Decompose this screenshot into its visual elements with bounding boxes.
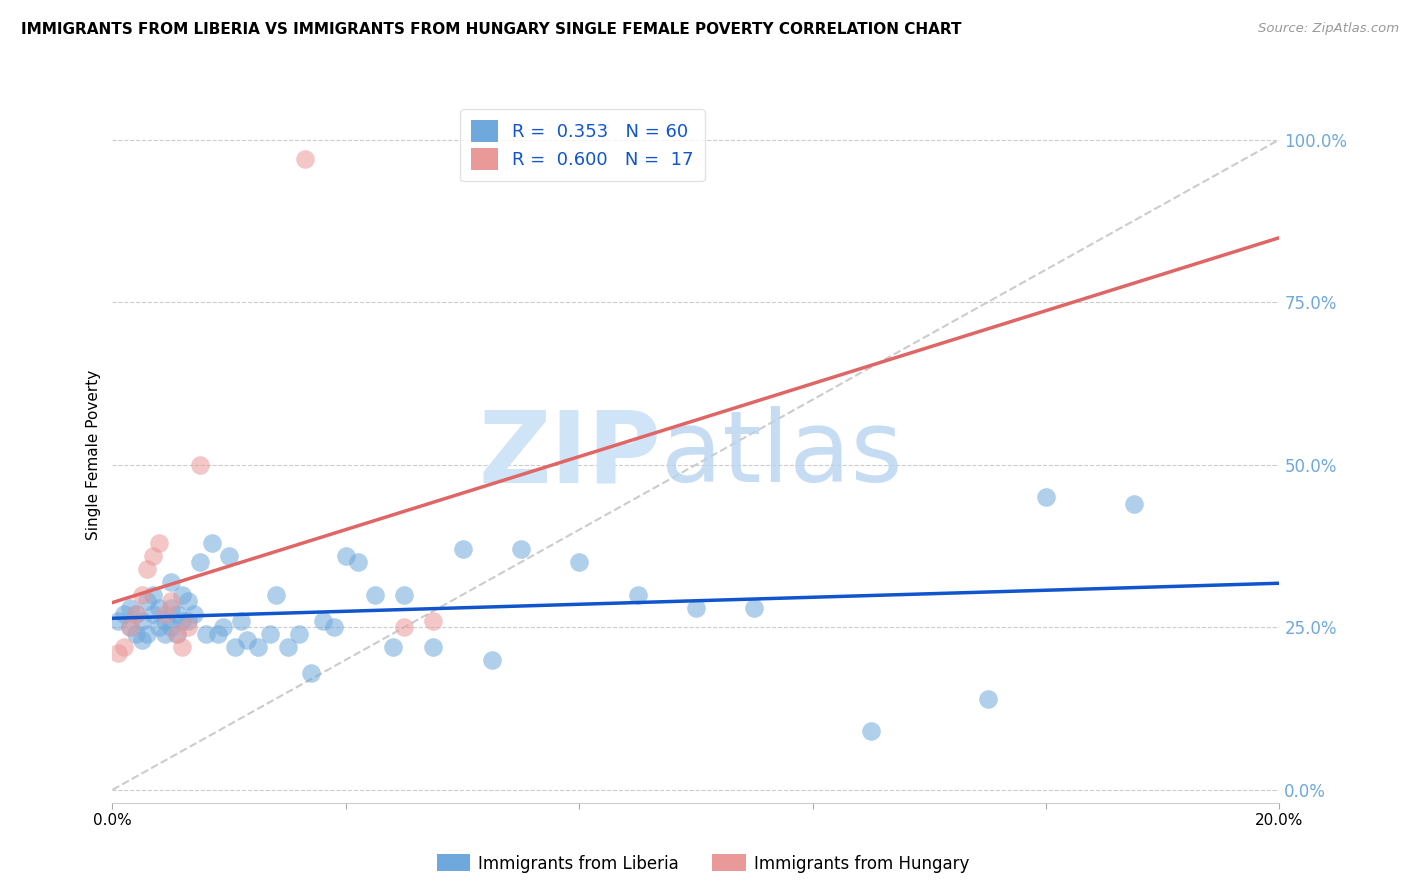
Point <box>142 607 165 622</box>
Point <box>288 626 311 640</box>
Point <box>299 665 322 680</box>
Point <box>311 614 333 628</box>
Point <box>1035 490 1057 504</box>
Point <box>422 614 444 628</box>
Point <box>131 588 153 602</box>
Point <box>509 542 531 557</box>
Point <box>148 620 170 634</box>
Point <box>323 620 346 634</box>
Point <box>172 614 194 628</box>
Point <box>188 458 211 472</box>
Point <box>118 620 141 634</box>
Point <box>118 620 141 634</box>
Point <box>160 600 183 615</box>
Point <box>381 640 404 654</box>
Point <box>166 626 188 640</box>
Point <box>125 607 148 622</box>
Point <box>422 640 444 654</box>
Point <box>976 691 998 706</box>
Point <box>131 614 153 628</box>
Point <box>177 594 200 608</box>
Point <box>218 549 240 563</box>
Point <box>859 724 883 739</box>
Text: Source: ZipAtlas.com: Source: ZipAtlas.com <box>1258 22 1399 36</box>
Point <box>136 626 159 640</box>
Point <box>392 620 416 634</box>
Point <box>148 600 170 615</box>
Point <box>224 640 246 654</box>
Legend: R =  0.353   N = 60, R =  0.600   N =  17: R = 0.353 N = 60, R = 0.600 N = 17 <box>460 109 704 181</box>
Point <box>142 588 165 602</box>
Point <box>364 588 387 602</box>
Point <box>112 607 135 622</box>
Point <box>160 574 183 589</box>
Point <box>136 594 159 608</box>
Point <box>259 626 281 640</box>
Text: ZIP: ZIP <box>478 407 661 503</box>
Point <box>160 620 183 634</box>
Point <box>247 640 270 654</box>
Text: atlas: atlas <box>661 407 903 503</box>
Point <box>177 614 200 628</box>
Point <box>160 594 183 608</box>
Point <box>212 620 235 634</box>
Point <box>346 555 368 569</box>
Point <box>294 152 316 166</box>
Point <box>125 626 148 640</box>
Point <box>392 588 416 602</box>
Point <box>685 600 707 615</box>
Point <box>166 607 188 622</box>
Point <box>166 626 188 640</box>
Point <box>229 614 252 628</box>
Point <box>276 640 298 654</box>
Point <box>177 620 200 634</box>
Point <box>172 588 194 602</box>
Legend: Immigrants from Liberia, Immigrants from Hungary: Immigrants from Liberia, Immigrants from… <box>430 847 976 880</box>
Point <box>201 535 224 549</box>
Point <box>148 535 170 549</box>
Point <box>136 562 159 576</box>
Y-axis label: Single Female Poverty: Single Female Poverty <box>86 370 101 540</box>
Text: IMMIGRANTS FROM LIBERIA VS IMMIGRANTS FROM HUNGARY SINGLE FEMALE POVERTY CORRELA: IMMIGRANTS FROM LIBERIA VS IMMIGRANTS FR… <box>21 22 962 37</box>
Point <box>107 646 129 660</box>
Point <box>626 588 648 602</box>
Point <box>235 633 257 648</box>
Point <box>451 542 474 557</box>
Point <box>481 653 503 667</box>
Point <box>335 549 357 563</box>
Point <box>183 607 205 622</box>
Point <box>142 549 165 563</box>
Point <box>188 555 211 569</box>
Point <box>153 614 176 628</box>
Point <box>194 626 217 640</box>
Point <box>107 614 129 628</box>
Point <box>264 588 287 602</box>
Point <box>172 640 194 654</box>
Point <box>131 633 153 648</box>
Point <box>112 640 135 654</box>
Point <box>153 607 176 622</box>
Point <box>568 555 591 569</box>
Point <box>742 600 765 615</box>
Point <box>1122 497 1144 511</box>
Point <box>207 626 229 640</box>
Point <box>153 626 176 640</box>
Point <box>125 607 148 622</box>
Point <box>118 600 141 615</box>
